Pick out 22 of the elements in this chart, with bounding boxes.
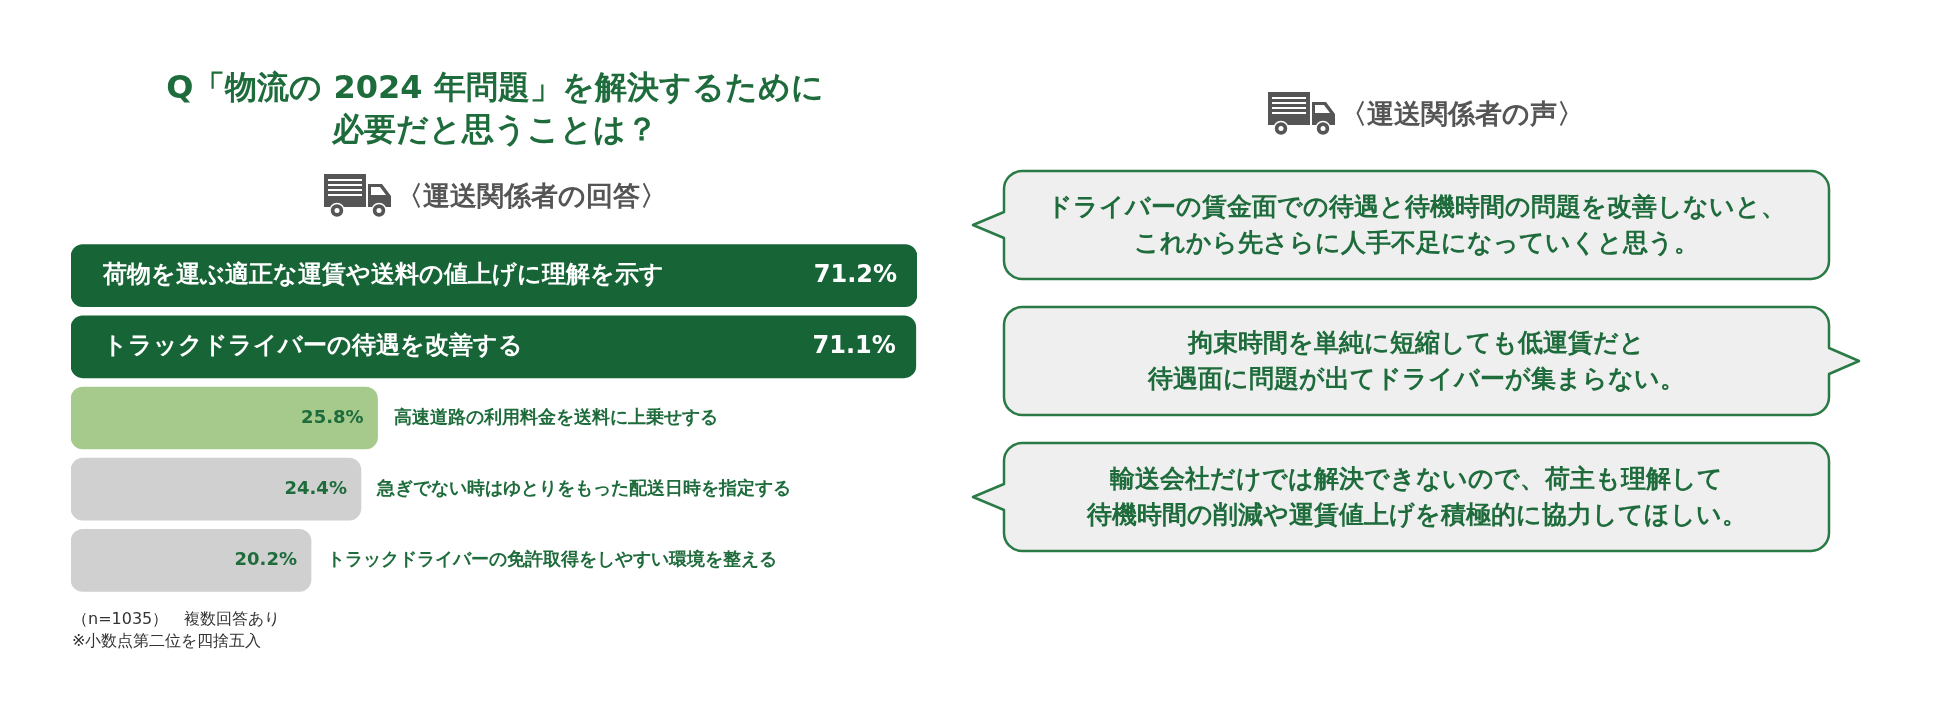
bar xyxy=(71,386,378,450)
text: （n=1035） 複数回答あり xyxy=(72,608,281,630)
text: ドライバーの賃金面での待遇と待機時間の問題を改善しないと、これから先さらに人手不足になっていくと思う。 xyxy=(1046,191,1787,259)
y-tick-label: トラックドライバーの待遇を改善する xyxy=(103,331,523,360)
y-tick-label: トラックドライバーの免許取得をしやすい環境を整える xyxy=(327,548,778,570)
data-label: 71.2% xyxy=(813,259,897,288)
chart-subtitle: 〈運送関係者の回答〉 xyxy=(395,179,667,213)
bar xyxy=(71,529,312,592)
text: 拘束時間を単純に短縮しても低運賃だと待遇面に問題が出てドライバーが集まらない。 xyxy=(1146,327,1686,395)
y-tick-label: 急ぎでない時はゆとりをもった配送日時を指定する xyxy=(375,476,791,498)
bar xyxy=(71,315,917,379)
chart-title: Q「物流の 2024 年問題」を解決するために必要だと思うことは？ xyxy=(165,67,825,150)
bar xyxy=(71,457,362,521)
data-label: 24.4% xyxy=(284,476,347,498)
text: 〈運送関係者の声〉 xyxy=(1340,97,1584,131)
text: ※小数点第二位を四捨五入 xyxy=(72,630,263,652)
y-tick-label: 荷物を運ぶ適正な運賃や送料の値上げに理解を示す xyxy=(102,259,664,288)
data-label: 25.8% xyxy=(301,405,364,427)
data-label: 20.2% xyxy=(234,548,298,570)
data-label: 71.1% xyxy=(812,331,896,360)
y-tick-label: 高速道路の利用料金を送料に上乗せする xyxy=(393,405,718,427)
text: 輸送会社だけでは解決できないので、荷主も理解して待機時間の削減や運賃値上げを積極的に協力してほしい。 xyxy=(1085,463,1748,531)
